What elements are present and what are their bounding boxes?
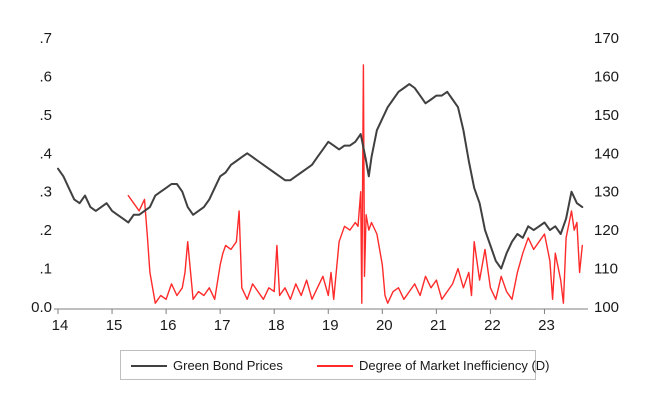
y-left-tick-label: .3	[39, 184, 52, 201]
y-axis-left-ticks: .7 .6 .5 .4 .3 .2 .1 0.0	[31, 30, 52, 316]
y-left-tick-label: .7	[39, 30, 52, 47]
y-left-tick-label: .1	[39, 261, 52, 278]
x-tick-label-15: 15	[106, 317, 123, 334]
y-right-tick-label: 150	[594, 107, 619, 124]
y-right-tick-label: 140	[594, 145, 619, 162]
legend: Green Bond Prices Degree of Market Ineff…	[120, 350, 550, 380]
plot-area	[57, 64, 584, 304]
legend-swatch-market-inefficiency	[317, 365, 353, 367]
y-left-tick-label: 0.0	[31, 299, 52, 316]
legend-swatch-green-bond	[131, 365, 167, 367]
x-tick-label-18: 18	[268, 317, 285, 334]
x-axis-ticks: 14 15 16 17 18 19 20 21 22 23	[52, 309, 555, 334]
y-right-tick-label: 110	[594, 261, 618, 278]
legend-label-market-inefficiency: Degree of Market Inefficiency (D)	[359, 358, 550, 373]
y-right-tick-label: 160	[594, 68, 619, 85]
y-left-tick-label: .2	[39, 222, 52, 239]
x-tick-label-16: 16	[160, 317, 177, 334]
y-right-tick-label: 100	[594, 299, 619, 316]
y-left-tick-label: .6	[39, 68, 52, 85]
y-right-tick-label: 130	[594, 184, 619, 201]
x-tick-label-22: 22	[484, 317, 501, 334]
legend-label-green-bond: Green Bond Prices	[173, 358, 283, 373]
x-tick-label-21: 21	[430, 317, 447, 334]
y-axis-right-ticks: 170 160 150 140 130 120 110 100	[594, 30, 619, 316]
x-tick-label-23: 23	[538, 317, 555, 334]
x-tick-label-19: 19	[322, 317, 339, 334]
series-line-green-bond-prices	[57, 83, 584, 270]
x-tick-label-14: 14	[52, 317, 69, 334]
series-line-market-inefficiency	[127, 64, 583, 304]
y-right-tick-label: 120	[594, 222, 619, 239]
y-left-tick-label: .4	[39, 145, 52, 162]
y-left-tick-label: .5	[39, 107, 52, 124]
x-tick-label-17: 17	[214, 317, 231, 334]
x-tick-label-20: 20	[376, 317, 393, 334]
y-right-tick-label: 170	[594, 30, 619, 47]
